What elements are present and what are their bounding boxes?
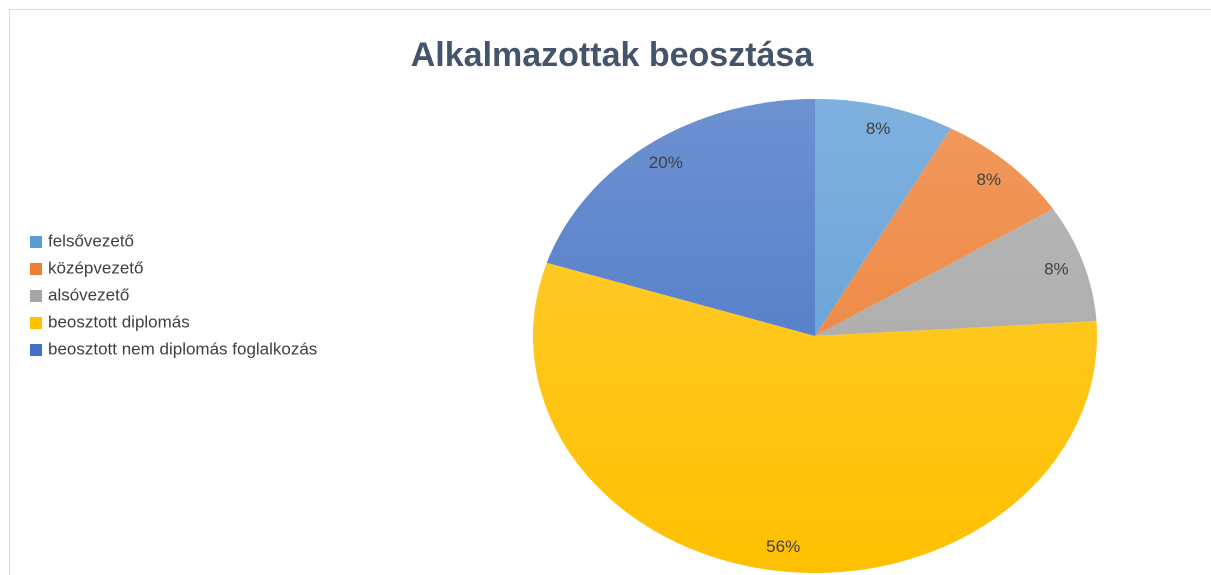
legend-label: alsóvezető <box>48 285 129 304</box>
legend-label: beosztott nem diplomás foglalkozás <box>48 339 317 358</box>
legend-swatch <box>30 344 42 356</box>
legend-label: felsővezető <box>48 231 134 250</box>
data-label: 8% <box>1044 260 1069 279</box>
legend-swatch <box>30 317 42 329</box>
legend-swatch <box>30 290 42 302</box>
legend-swatch <box>30 236 42 248</box>
legend-label: beosztott diplomás <box>48 312 190 331</box>
chart-title: Alkalmazottak beosztása <box>411 36 815 74</box>
data-label: 8% <box>866 119 891 138</box>
data-label: 8% <box>976 170 1001 189</box>
data-label: 56% <box>766 537 800 556</box>
legend-swatch <box>30 263 42 275</box>
legend-label: középvezető <box>48 258 143 277</box>
data-label: 20% <box>649 153 683 172</box>
